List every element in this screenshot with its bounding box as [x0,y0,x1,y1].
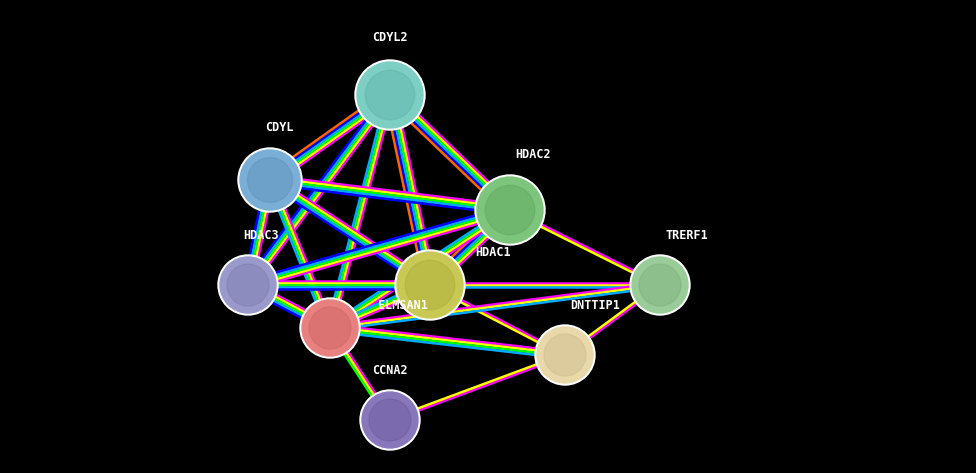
Circle shape [302,300,358,356]
Circle shape [395,250,465,320]
Text: HDAC2: HDAC2 [515,148,550,161]
Text: HDAC1: HDAC1 [475,245,510,259]
Circle shape [535,325,595,385]
Text: ELMSAN1: ELMSAN1 [378,298,427,312]
Circle shape [355,60,425,130]
Circle shape [357,62,423,128]
Circle shape [485,185,535,235]
Circle shape [238,148,302,212]
Text: TRERF1: TRERF1 [665,229,708,242]
Circle shape [397,252,463,318]
Circle shape [220,257,276,313]
Circle shape [362,392,418,448]
Circle shape [630,255,690,315]
Circle shape [639,264,681,306]
Circle shape [477,177,543,243]
Circle shape [248,158,293,202]
Text: CCNA2: CCNA2 [372,364,408,377]
Circle shape [632,257,688,313]
Circle shape [405,260,455,310]
Circle shape [300,298,360,358]
Circle shape [309,307,351,349]
Circle shape [240,150,300,210]
Text: CDYL2: CDYL2 [372,31,408,44]
Circle shape [365,70,415,120]
Text: DNTTIP1: DNTTIP1 [570,299,620,312]
Text: CDYL: CDYL [265,121,294,134]
Circle shape [218,255,278,315]
Circle shape [537,327,593,383]
Circle shape [360,390,420,450]
Circle shape [227,264,269,306]
Circle shape [369,399,411,441]
Circle shape [475,175,545,245]
Circle shape [544,334,586,376]
Text: HDAC3: HDAC3 [243,229,278,242]
